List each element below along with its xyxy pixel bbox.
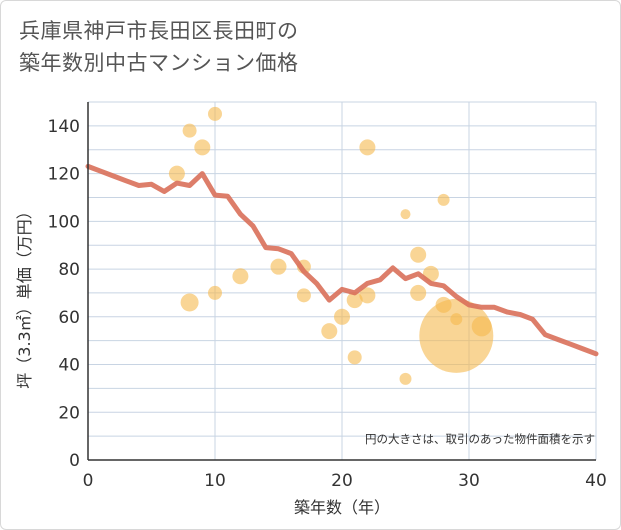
x-tick-label: 30: [458, 471, 480, 491]
y-tick-label: 60: [58, 308, 80, 328]
data-point: [334, 308, 350, 325]
y-axis-label: 坪（3.3㎡）単価（万円）: [15, 203, 34, 388]
x-axis-label: 築年数（年）: [294, 498, 390, 517]
data-point: [321, 323, 338, 340]
data-point: [399, 372, 412, 385]
data-point: [208, 106, 222, 121]
data-point: [346, 292, 363, 309]
y-tick-label: 100: [48, 212, 80, 232]
data-point: [437, 193, 450, 206]
bubbles: [168, 106, 494, 385]
y-tick-label: 40: [58, 356, 80, 376]
x-tick-label: 0: [83, 471, 94, 491]
data-point: [194, 139, 211, 156]
data-point: [168, 165, 185, 182]
data-point: [270, 258, 287, 275]
data-point: [182, 123, 197, 138]
data-point: [208, 285, 222, 300]
y-tick-label: 80: [58, 260, 80, 280]
x-tick-label: 10: [204, 471, 226, 491]
data-point: [180, 293, 199, 312]
data-point: [400, 209, 411, 220]
chart-title-line2: 築年数別中古マンション価格: [19, 51, 299, 75]
trend-line-group: [85, 163, 599, 357]
tick-labels: 0 20 40 60 80 100 120 140 0 10 20 30 40: [48, 117, 607, 491]
x-tick-label: 40: [585, 471, 607, 491]
data-point: [347, 350, 362, 365]
y-tick-label: 120: [48, 165, 80, 185]
trend-line: [85, 163, 599, 357]
grid-lines: [88, 101, 597, 461]
y-tick-label: 140: [48, 117, 80, 137]
bubble-size-note: 円の大きさは、取引のあった物件面積を示す: [365, 432, 595, 446]
chart-title-line1: 兵庫県神戸市長田区長田町の: [19, 19, 299, 43]
data-point: [471, 316, 492, 337]
chart-title: 兵庫県神戸市長田区長田町の 築年数別中古マンション価格: [19, 15, 299, 79]
data-point: [410, 284, 427, 301]
y-tick-label: 0: [69, 451, 80, 471]
data-point: [359, 139, 376, 156]
axes: [87, 102, 596, 461]
x-tick-label: 20: [331, 471, 353, 491]
y-tick-label: 20: [58, 403, 80, 423]
data-point: [232, 268, 249, 285]
data-point: [419, 298, 494, 373]
data-point: [359, 287, 376, 304]
data-point: [296, 288, 311, 303]
data-point: [410, 246, 427, 263]
